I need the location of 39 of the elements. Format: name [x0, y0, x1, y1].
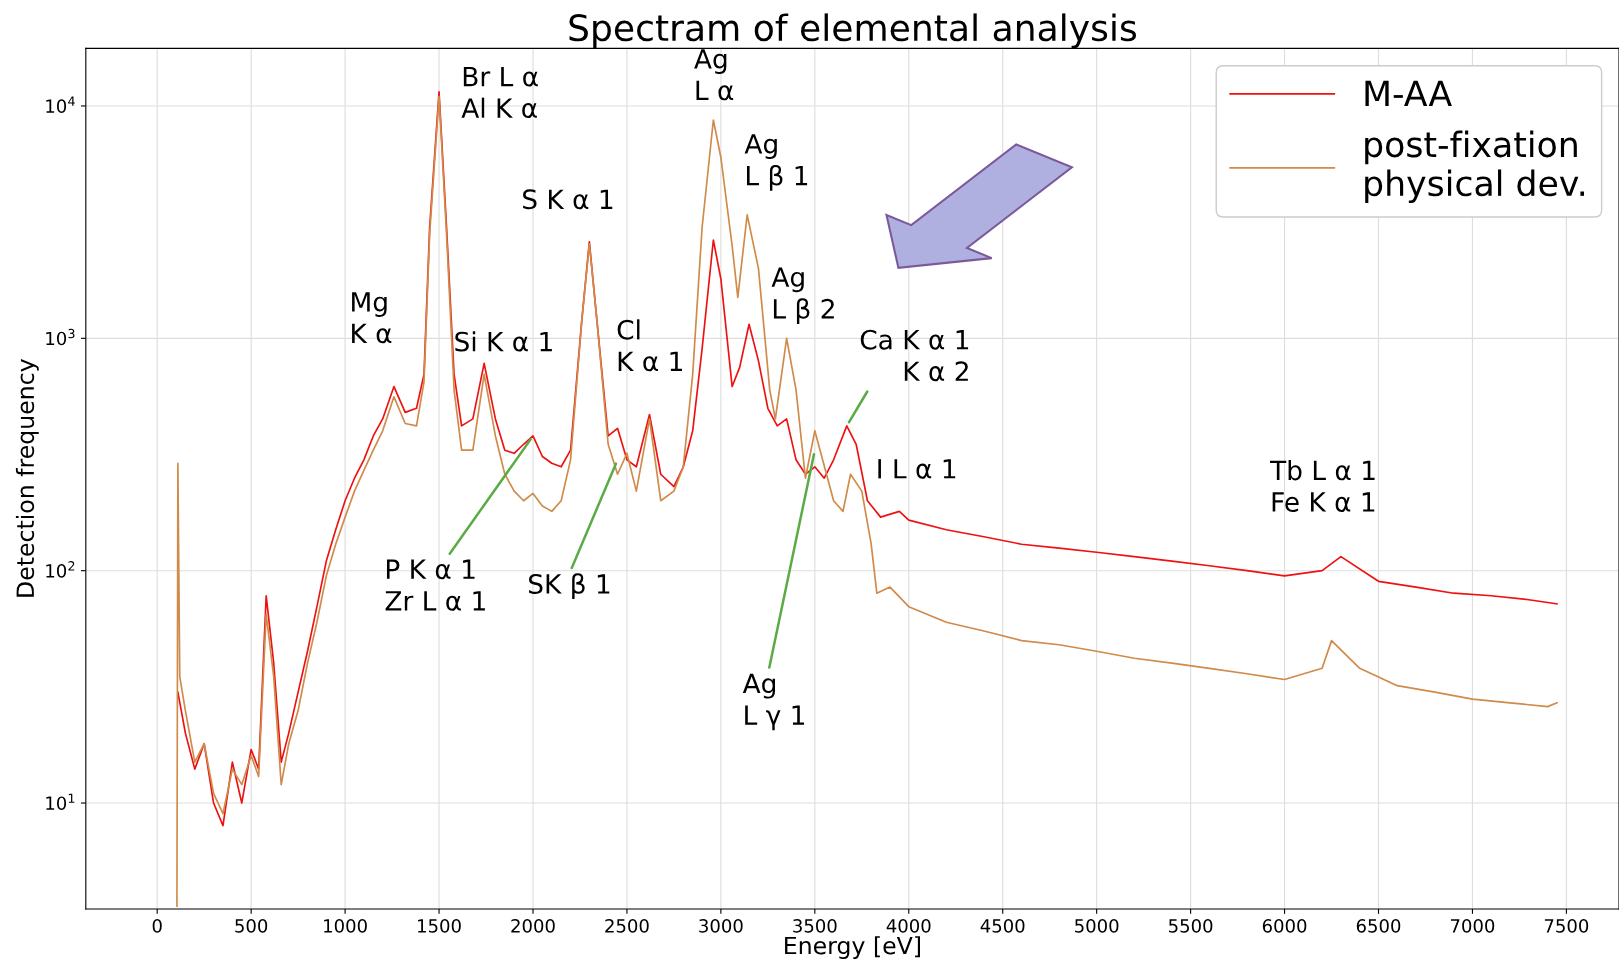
x-tick-label: 4500 [980, 919, 1025, 933]
x-tick-label: 4000 [886, 919, 931, 933]
y-tick-label: 10$^{4}$ [46, 96, 75, 113]
annotation: Ag L γ 1 [742, 673, 805, 731]
x-tick-label: 7500 [1544, 919, 1589, 933]
x-tick-label: 2500 [605, 919, 649, 933]
annotation: Tb L α 1 Fe K α 1 [1270, 459, 1375, 512]
x-tick-label: 5000 [1075, 919, 1119, 933]
chart-title: Spectram of elemental analysis [569, 13, 1137, 49]
x-tick-label: 1500 [418, 919, 461, 933]
annotation: Si K α 1 [455, 331, 552, 352]
annotation: SK β 1 [529, 573, 610, 600]
y-axis-title: Detection frequency [15, 359, 39, 597]
annotation: Ca K α 1 K α 2 [860, 329, 969, 382]
annotation: Br L α Al K α [461, 66, 538, 119]
annotation: S K α 1 [523, 189, 613, 210]
y-tick-label: 10$^{1}$ [46, 793, 75, 811]
annotation: Ag L β 1 [744, 134, 808, 191]
x-tick-label: 7000 [1450, 919, 1495, 933]
legend-label: post-fixation physical dev. [1365, 130, 1584, 204]
y-tick-label: 10$^{2}$ [46, 561, 75, 578]
annotation: I L α 1 [878, 459, 956, 479]
annotation: Mg K α [352, 292, 392, 344]
x-tick-label: 0 [152, 919, 162, 933]
x-tick-label: 5500 [1169, 919, 1213, 933]
x-tick-label: 6500 [1356, 919, 1401, 933]
x-tick-label: 6000 [1262, 919, 1307, 933]
y-tick-label: 10$^{3}$ [46, 328, 75, 346]
annotation: Ag L β 2 [771, 267, 834, 324]
x-axis-title: Energy [eV] [785, 936, 921, 960]
legend-label: M-AA [1365, 80, 1452, 106]
annotation: Cl K α 1 [617, 319, 682, 372]
annotation: Ag L α [694, 49, 734, 101]
x-tick-label: 2000 [511, 919, 555, 933]
x-tick-label: 3500 [793, 919, 837, 933]
x-tick-label: 3000 [699, 919, 743, 933]
x-tick-label: 1000 [324, 919, 367, 933]
annotation: P K α 1 Zr L α 1 [385, 559, 485, 611]
x-tick-label: 500 [235, 919, 268, 933]
